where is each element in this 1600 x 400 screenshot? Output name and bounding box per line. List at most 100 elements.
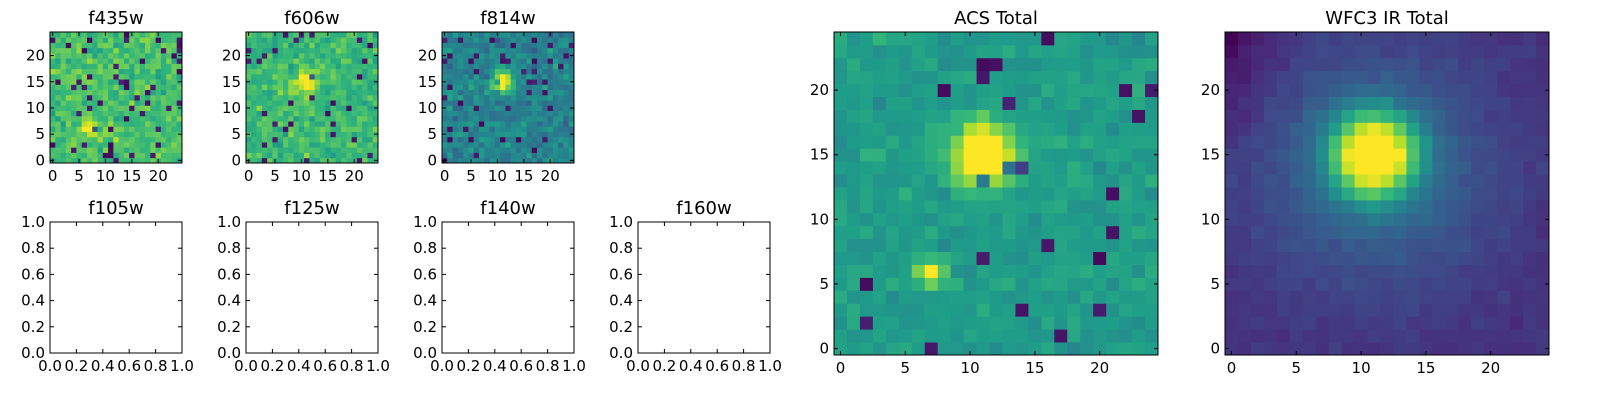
heatmap-cell bbox=[71, 115, 77, 122]
heatmap-cell bbox=[505, 37, 512, 43]
heatmap-cell bbox=[71, 157, 77, 164]
heatmap-cell bbox=[293, 52, 300, 59]
heatmap-cell bbox=[134, 126, 141, 132]
heatmap-cell bbox=[367, 52, 374, 59]
heatmap-cell bbox=[166, 58, 172, 64]
heatmap-cell bbox=[1015, 290, 1029, 304]
heatmap-cell bbox=[256, 115, 263, 122]
heatmap-cell bbox=[1393, 199, 1407, 214]
heatmap-cell bbox=[372, 32, 379, 38]
heatmap-cell bbox=[1015, 251, 1029, 265]
heatmap-cell bbox=[256, 131, 263, 138]
heatmap-cell bbox=[1406, 187, 1420, 201]
heatmap-cell bbox=[256, 157, 263, 164]
heatmap-cell bbox=[335, 84, 342, 91]
heatmap-cell bbox=[102, 152, 109, 159]
heatmap-cell bbox=[1132, 238, 1146, 253]
heatmap-cell bbox=[1119, 277, 1133, 291]
heatmap-cell bbox=[293, 131, 300, 138]
heatmap-cell bbox=[989, 174, 1003, 188]
y-tick-label: 1.0 bbox=[21, 213, 45, 231]
heatmap-cell bbox=[1341, 174, 1355, 188]
heatmap-cell bbox=[282, 105, 289, 111]
heatmap-cell bbox=[898, 174, 913, 188]
heatmap-cell bbox=[494, 79, 501, 85]
heatmap-cell bbox=[246, 126, 252, 132]
heatmap-cell bbox=[282, 142, 289, 148]
heatmap-cell bbox=[473, 79, 480, 85]
heatmap-cell bbox=[976, 290, 990, 304]
heatmap-cell bbox=[1302, 44, 1317, 59]
heatmap-cell bbox=[898, 277, 913, 291]
heatmap-cell bbox=[1536, 174, 1550, 188]
heatmap-cell bbox=[1419, 161, 1433, 175]
heatmap-cell bbox=[1015, 187, 1029, 201]
heatmap-cell bbox=[1458, 44, 1472, 59]
heatmap-cell bbox=[834, 57, 848, 72]
heatmap-cell bbox=[261, 131, 268, 138]
heatmap-cell bbox=[552, 126, 559, 132]
heatmap-cell bbox=[963, 122, 977, 136]
heatmap-cell bbox=[1002, 199, 1016, 214]
heatmap-cell bbox=[150, 47, 156, 54]
heatmap-cell bbox=[526, 79, 533, 85]
heatmap-cell bbox=[1393, 264, 1407, 278]
heatmap-cell bbox=[1354, 148, 1368, 162]
heatmap-cell bbox=[1289, 70, 1304, 85]
heatmap-cell bbox=[335, 100, 342, 106]
heatmap-cell bbox=[1367, 199, 1381, 214]
heatmap-cell bbox=[542, 73, 548, 80]
heatmap-cell bbox=[277, 84, 284, 91]
heatmap-cell bbox=[251, 121, 257, 127]
heatmap-cell bbox=[1237, 174, 1252, 188]
heatmap-cell bbox=[547, 105, 554, 111]
heatmap-cell bbox=[568, 84, 575, 91]
heatmap-cell bbox=[304, 68, 310, 75]
heatmap-cell bbox=[1328, 96, 1343, 110]
heatmap-cell bbox=[1289, 174, 1304, 188]
heatmap-cell bbox=[314, 68, 321, 75]
heatmap-cell bbox=[113, 32, 120, 38]
heatmap-cell bbox=[531, 142, 538, 148]
heatmap-cell bbox=[155, 121, 162, 127]
heatmap-cell bbox=[330, 147, 337, 153]
heatmap-cell bbox=[898, 316, 913, 330]
heatmap-cell bbox=[261, 68, 268, 75]
heatmap-cell bbox=[1393, 277, 1407, 291]
heatmap-cell bbox=[885, 161, 900, 175]
heatmap-cell bbox=[1237, 187, 1252, 201]
heatmap-cell bbox=[1054, 238, 1068, 253]
heatmap-cell bbox=[1523, 174, 1537, 188]
heatmap-cell bbox=[515, 79, 522, 85]
heatmap-cell bbox=[1002, 251, 1016, 265]
heatmap-cell bbox=[552, 84, 559, 91]
heatmap-cell bbox=[1536, 109, 1550, 123]
heatmap-cell bbox=[473, 131, 480, 138]
heatmap-cell bbox=[309, 84, 316, 91]
heatmap-cell bbox=[558, 147, 564, 153]
heatmap-cell bbox=[834, 303, 848, 317]
heatmap-cell bbox=[65, 110, 72, 117]
heatmap-cell bbox=[282, 79, 289, 85]
heatmap-cell bbox=[97, 121, 104, 127]
heatmap-cell bbox=[484, 37, 490, 43]
heatmap-cell bbox=[537, 68, 543, 75]
heatmap-cell bbox=[484, 89, 490, 96]
heatmap-cell bbox=[1523, 225, 1537, 240]
heatmap-cell bbox=[356, 142, 363, 148]
heatmap-cell bbox=[1002, 161, 1016, 175]
heatmap-cell bbox=[341, 32, 347, 38]
heatmap-cell bbox=[515, 84, 522, 91]
heatmap-cell bbox=[246, 84, 252, 91]
heatmap-cell bbox=[547, 89, 554, 96]
heatmap-cell bbox=[924, 187, 939, 201]
heatmap-cell bbox=[1054, 70, 1068, 85]
heatmap-cell bbox=[563, 52, 570, 59]
heatmap-cell bbox=[1225, 135, 1239, 149]
heatmap-cell bbox=[1080, 264, 1094, 278]
heatmap-cell bbox=[288, 47, 294, 54]
heatmap-cell bbox=[356, 126, 363, 132]
heatmap-cell bbox=[160, 142, 167, 148]
y-tick-label: 0.8 bbox=[413, 239, 437, 257]
